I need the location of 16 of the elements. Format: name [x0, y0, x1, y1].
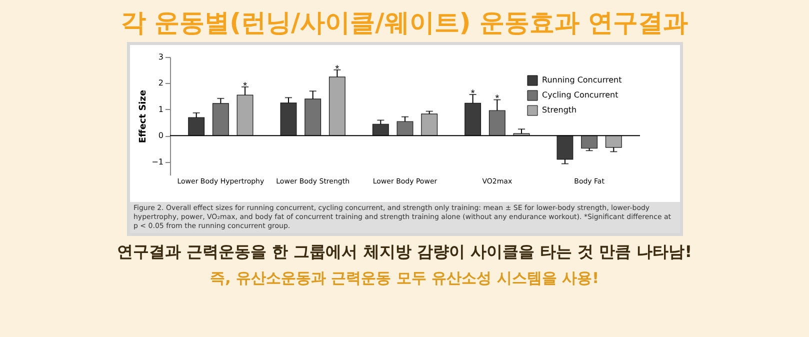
text: 연구결과 근력운동을 한 그룹에서 체지방 감량이 사이클을 타는 것 만큼 나타남! [116, 242, 693, 263]
y-tick-label: 2 [158, 78, 163, 88]
y-tick-label: 0 [158, 131, 163, 140]
data-label: * [470, 88, 474, 100]
y-tick-label: −1 [151, 157, 163, 166]
legend-label: Cycling Concurrent [542, 90, 618, 100]
text: 즉, 유산소운동과 근력운동 모두 유산소성 시스템을 사용! [209, 269, 600, 288]
data-label: * [334, 64, 339, 75]
data-label: * [242, 80, 247, 92]
y-tick-label: 3 [158, 52, 163, 62]
legend-label: Running Concurrent [542, 76, 622, 84]
chart-title: 각 운동별(런닝/사이클/웨이트) 운동효과 연구결과 [120, 7, 690, 39]
y-axis-title: Effect Size [138, 90, 148, 144]
data-label: * [494, 94, 499, 105]
legend-label: Strength [542, 106, 576, 114]
y-tick-label: 1 [158, 104, 163, 114]
